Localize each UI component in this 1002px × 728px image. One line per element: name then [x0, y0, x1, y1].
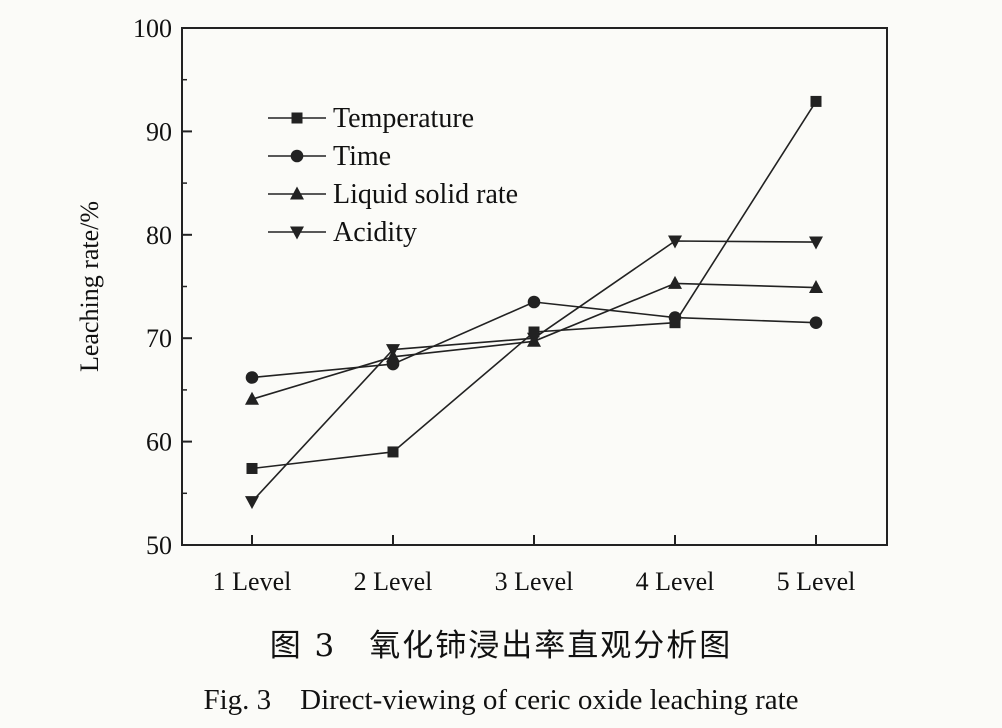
data-point	[809, 236, 823, 250]
data-point	[527, 295, 541, 309]
data-point	[668, 311, 682, 324]
data-point	[387, 446, 399, 458]
data-point	[668, 275, 682, 289]
legend-marker	[290, 149, 304, 163]
legend-label: Acidity	[333, 217, 417, 248]
series-3	[245, 235, 823, 510]
legend-marker	[291, 112, 303, 124]
y-tick-label: 80	[146, 221, 172, 250]
figure-caption-english: Fig. 3 Direct-viewing of ceric oxide lea…	[203, 684, 799, 716]
y-tick-label: 70	[146, 324, 172, 353]
data-point	[668, 235, 682, 249]
x-tick-label: 1 Level	[213, 567, 292, 596]
x-tick-label: 5 Level	[777, 567, 856, 596]
data-point	[245, 371, 259, 384]
x-tick-labels: 1 Level 2 Level 3 Level 4 Level 5 Level	[213, 567, 856, 596]
legend-label: Liquid solid rate	[333, 179, 518, 210]
data-point	[386, 344, 400, 358]
data-point	[809, 280, 823, 294]
legend: Temperature Time Liquid solid rate Acidity	[268, 103, 518, 248]
legend-item: Time	[268, 141, 391, 172]
y-axis-label: Leaching rate/%	[75, 201, 104, 372]
y-tick-labels: 50 60 70 80 90 100	[133, 14, 172, 560]
x-tick-label: 3 Level	[495, 567, 574, 596]
axes	[181, 27, 888, 546]
data-point	[245, 391, 259, 405]
y-tick-label: 90	[146, 117, 172, 146]
series-line	[251, 240, 817, 503]
data-point	[809, 316, 823, 329]
x-tick-label: 4 Level	[636, 567, 715, 596]
x-tick-label: 2 Level	[354, 567, 433, 596]
data-point	[246, 462, 258, 474]
legend-item: Temperature	[268, 103, 474, 134]
legend-item: Liquid solid rate	[268, 179, 518, 210]
y-tick-label: 60	[146, 428, 172, 457]
data-point	[245, 496, 259, 510]
line-chart: 1 Level 2 Level 3 Level 4 Level 5 Level 50 60…	[75, 14, 888, 596]
legend-marker	[290, 226, 304, 240]
figure-caption-chinese: 图 3 氧化铈浸出率直观分析图	[269, 628, 733, 664]
data-point	[527, 332, 541, 346]
series-group	[245, 95, 823, 510]
data-point	[810, 95, 822, 107]
y-tick-label: 100	[133, 14, 172, 43]
legend-label: Time	[333, 141, 391, 172]
legend-item: Acidity	[268, 217, 417, 248]
legend-label: Temperature	[333, 103, 474, 134]
data-point	[528, 326, 540, 338]
legend-marker	[290, 186, 304, 200]
y-tick-label: 50	[146, 531, 172, 560]
